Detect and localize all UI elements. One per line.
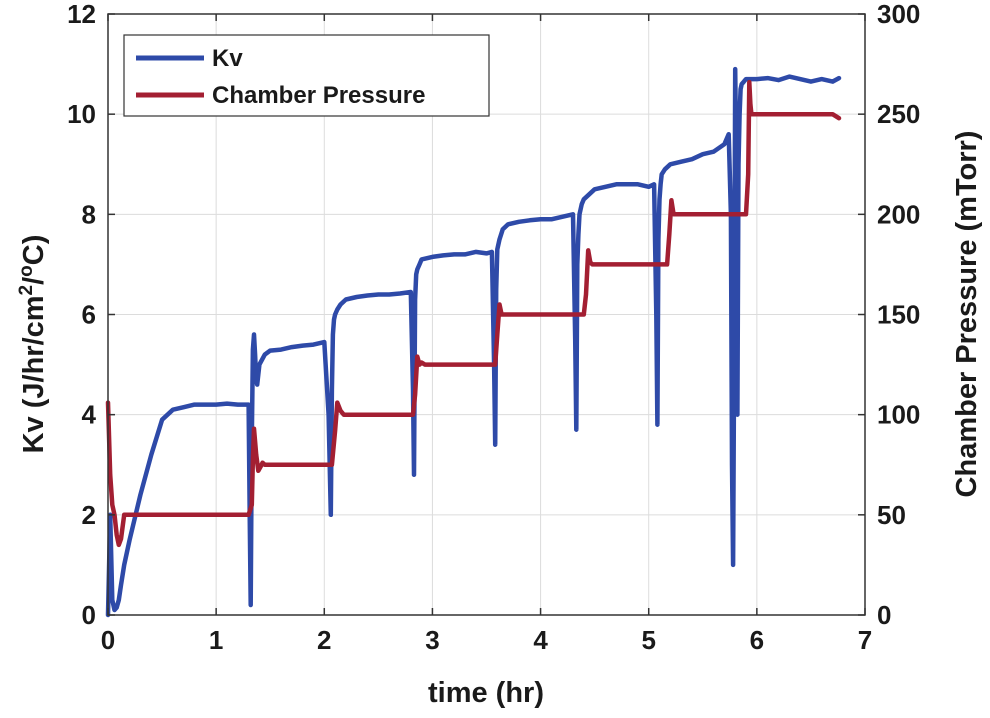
y-right-tick-label: 150 xyxy=(877,300,920,330)
y-right-tick-label: 100 xyxy=(877,400,920,430)
x-axis-title: time (hr) xyxy=(428,677,544,709)
y-right-tick-label: 50 xyxy=(877,500,906,530)
y-right-tick-label: 250 xyxy=(877,99,920,129)
x-tick-label: 4 xyxy=(533,625,548,655)
y-right-tick-label: 0 xyxy=(877,600,891,630)
legend: Kv Chamber Pressure xyxy=(123,34,490,117)
y-left-tick-label: 0 xyxy=(82,600,96,630)
y-left-tick-label: 4 xyxy=(82,400,97,430)
x-tick-label: 0 xyxy=(101,625,115,655)
x-tick-label: 1 xyxy=(209,625,223,655)
y-right-tick-label: 200 xyxy=(877,199,920,229)
plot-series xyxy=(105,66,842,618)
legend-label-chamber-pressure: Chamber Pressure xyxy=(212,82,425,109)
x-tick-label: 3 xyxy=(425,625,439,655)
y-left-tick-label: 10 xyxy=(67,99,96,129)
y-left-tick-label: 6 xyxy=(82,300,96,330)
x-tick-label: 7 xyxy=(858,625,872,655)
y-right-tick-label: 300 xyxy=(877,0,920,29)
y-axis-left-title: Kv (J/hr/cm2/oC) xyxy=(16,235,50,454)
x-tick-label: 5 xyxy=(641,625,655,655)
y-left-tick-label: 2 xyxy=(82,500,96,530)
y-left-tick-label: 12 xyxy=(67,0,96,29)
series-line-chamber-pressure xyxy=(105,79,842,548)
x-tick-label: 6 xyxy=(750,625,764,655)
x-tick-label: 2 xyxy=(317,625,331,655)
legend-box xyxy=(123,34,490,117)
series-line-kv xyxy=(105,66,842,618)
legend-label-kv: Kv xyxy=(212,45,243,72)
y-left-tick-label: 8 xyxy=(82,199,96,229)
y-axis-right-title: Chamber Pressure (mTorr) xyxy=(951,131,983,498)
